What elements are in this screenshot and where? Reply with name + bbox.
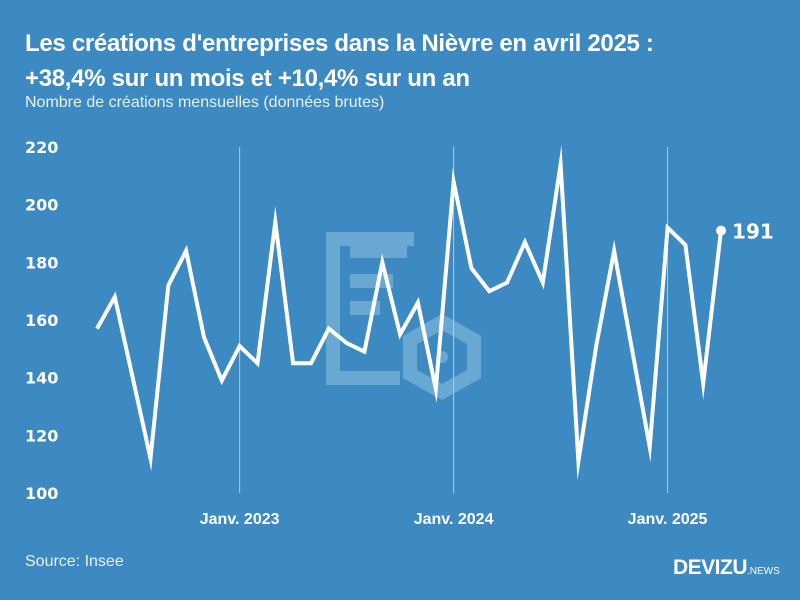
- data-point: [398, 332, 402, 336]
- data-point: [523, 240, 527, 244]
- data-point: [345, 341, 349, 345]
- data-point: [452, 180, 456, 184]
- document-with-hexagon-icon: [326, 232, 481, 401]
- data-label: 191: [732, 220, 774, 244]
- data-point: [666, 226, 670, 230]
- y-tick-label: 140: [25, 369, 58, 388]
- data-point: [202, 335, 206, 339]
- y-tick-label: 200: [25, 196, 58, 215]
- last-point-marker: [716, 225, 727, 236]
- y-axis: 100 120 140 160 180 200 220: [25, 138, 58, 503]
- data-point: [469, 266, 473, 270]
- data-point: [594, 344, 598, 348]
- series-line: [95, 145, 723, 481]
- annotations: 191: [716, 220, 774, 244]
- data-point: [327, 327, 331, 331]
- title-line-1: Les créations d'entreprises dans la Nièv…: [25, 30, 654, 57]
- data-point: [416, 301, 420, 305]
- data-point: [273, 220, 277, 224]
- data-point: [630, 347, 634, 351]
- x-tick-label: Janv. 2023: [200, 511, 280, 528]
- data-point: [648, 445, 652, 449]
- x-tick-label: Janv. 2024: [414, 511, 494, 528]
- data-point: [184, 249, 188, 253]
- title-line-2: +38,4% sur un mois et +10,4% sur un an: [25, 65, 470, 92]
- data-point: [220, 379, 224, 383]
- source-note: Source: Insee: [25, 553, 124, 570]
- data-point: [541, 281, 545, 285]
- devizu-logo[interactable]: DEVIZU.NEWS: [673, 556, 780, 580]
- data-point: [362, 350, 366, 354]
- data-point: [291, 361, 295, 365]
- data-point: [238, 344, 242, 348]
- data-point: [683, 243, 687, 247]
- chart-title: Les créations d'entreprises dans la Nièv…: [25, 26, 654, 96]
- logo-suffix: .NEWS: [747, 566, 780, 577]
- y-tick-label: 120: [25, 426, 58, 445]
- data-points: [95, 162, 723, 463]
- data-point: [148, 456, 152, 460]
- y-tick-label: 160: [25, 311, 58, 330]
- chart-subtitle: Nombre de créations mensuelles (données …: [25, 94, 385, 111]
- y-tick-label: 220: [25, 138, 58, 157]
- data-point: [612, 249, 616, 253]
- data-point: [559, 162, 563, 166]
- y-tick-label: 180: [25, 253, 58, 272]
- data-point: [487, 289, 491, 293]
- y-tick-label: 100: [25, 484, 58, 503]
- data-point: [576, 459, 580, 463]
- logo-main: DEVIZU: [673, 556, 748, 579]
- x-tick-label: Janv. 2025: [628, 511, 708, 528]
- data-point: [95, 327, 99, 331]
- data-point: [113, 295, 117, 299]
- data-point: [255, 361, 259, 365]
- data-point: [309, 361, 313, 365]
- data-point: [166, 283, 170, 287]
- x-axis: Janv. 2023 Janv. 2024 Janv. 2025: [200, 511, 708, 528]
- data-point: [380, 260, 384, 264]
- data-point: [505, 281, 509, 285]
- data-point: [434, 387, 438, 391]
- data-point: [131, 376, 135, 380]
- data-point: [701, 381, 705, 385]
